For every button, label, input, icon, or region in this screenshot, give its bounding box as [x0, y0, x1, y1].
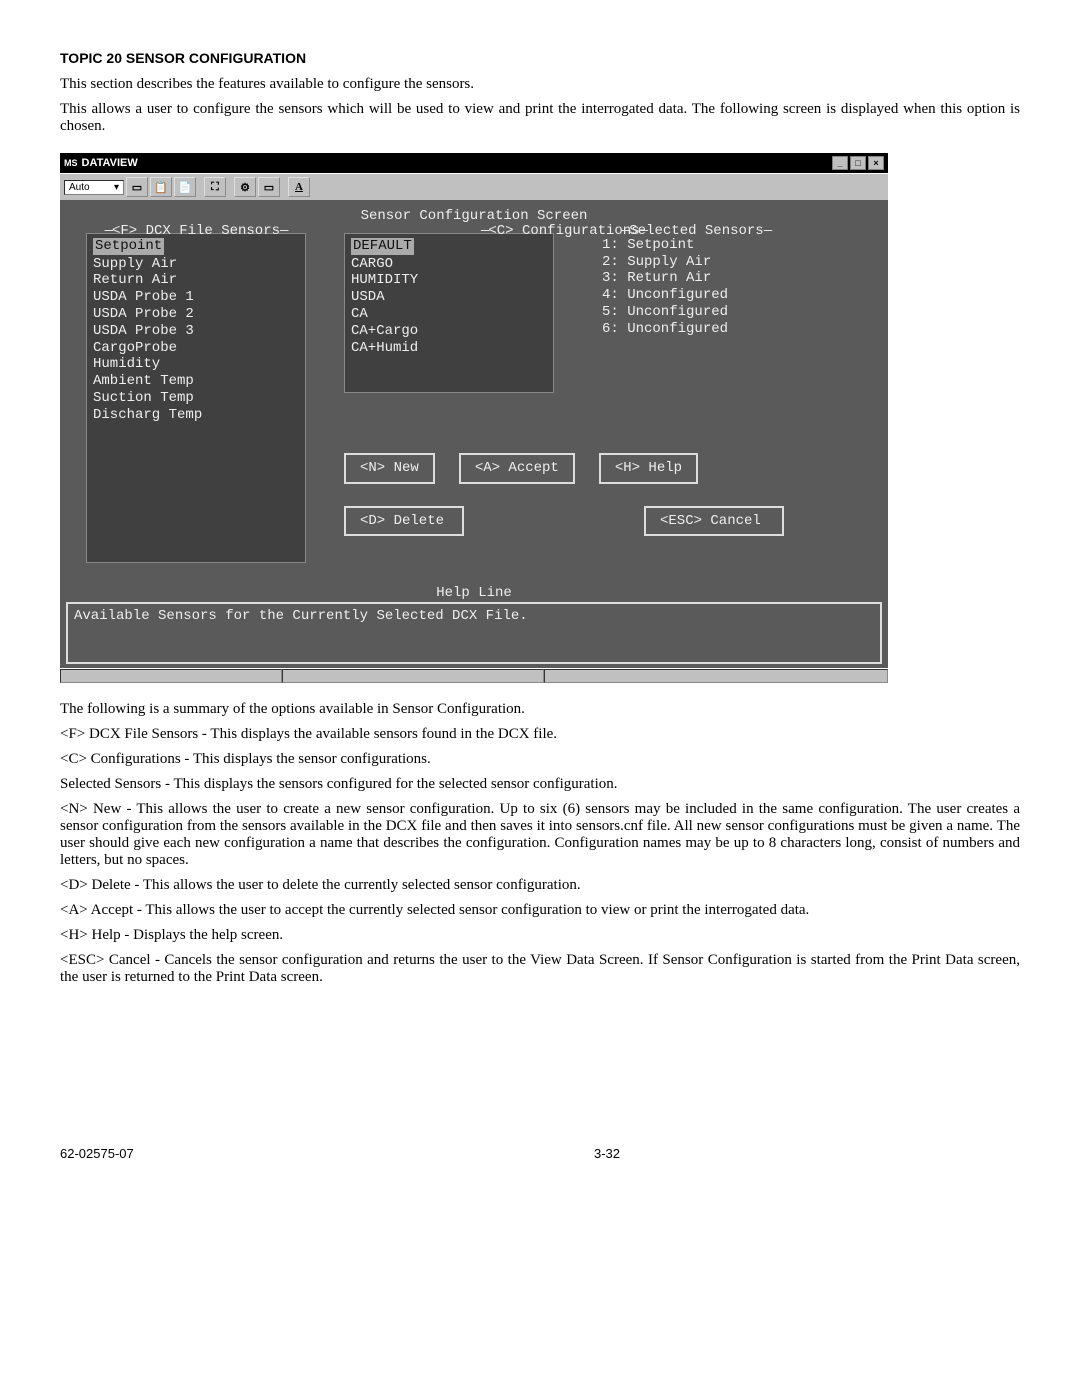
list-item[interactable]: USDA	[351, 289, 547, 306]
maximize-button[interactable]: □	[850, 156, 866, 170]
list-item[interactable]: USDA Probe 3	[93, 323, 299, 340]
page-number: 3-32	[594, 1146, 620, 1161]
list-item: 6: Unconfigured	[602, 321, 791, 338]
configurations-list[interactable]: DEFAULT CARGO HUMIDITY USDA CA CA+Cargo …	[344, 233, 554, 393]
topic-title: TOPIC 20 SENSOR CONFIGURATION	[60, 50, 1020, 66]
list-item[interactable]: Setpoint	[93, 238, 164, 255]
toolbar-btn-1[interactable]: ▭	[126, 177, 148, 197]
toolbar-btn-2[interactable]: 📋	[150, 177, 172, 197]
cancel-button[interactable]: <ESC> Cancel	[644, 506, 784, 537]
intro-paragraph-1: This section describes the features avai…	[60, 76, 1020, 93]
selected-sensors-list: 1: Setpoint 2: Supply Air 3: Return Air …	[594, 233, 799, 363]
list-item[interactable]: CA+Cargo	[351, 323, 547, 340]
page-footer: 62-02575-07 3-32	[60, 1146, 1020, 1161]
desc-a: <A> Accept - This allows the user to acc…	[60, 902, 1020, 919]
list-item: 2: Supply Air	[602, 254, 791, 271]
summary-intro: The following is a summary of the option…	[60, 701, 1020, 718]
help-line-label: Help Line	[66, 585, 882, 602]
file-sensors-list[interactable]: Setpoint Supply Air Return Air USDA Prob…	[86, 233, 306, 563]
list-item[interactable]: HUMIDITY	[351, 272, 547, 289]
app-title: DATAVIEW	[82, 157, 138, 169]
list-item[interactable]: CargoProbe	[93, 340, 299, 357]
desc-esc: <ESC> Cancel - Cancels the sensor config…	[60, 952, 1020, 986]
font-button[interactable]: A	[288, 177, 310, 197]
toolbar: Auto▾ ▭ 📋 📄 ⛶ ⚙ ▭ A	[60, 173, 888, 200]
list-item[interactable]: USDA Probe 1	[93, 289, 299, 306]
toolbar-btn-3[interactable]: 📄	[174, 177, 196, 197]
list-item[interactable]: Return Air	[93, 272, 299, 289]
list-item[interactable]: Supply Air	[93, 256, 299, 273]
toolbar-btn-5[interactable]: ⚙	[234, 177, 256, 197]
help-line-box: Available Sensors for the Currently Sele…	[66, 602, 882, 664]
toolbar-btn-6[interactable]: ▭	[258, 177, 280, 197]
intro-paragraph-2: This allows a user to configure the sens…	[60, 101, 1020, 135]
selected-sensors-label: Selected Sensors	[604, 223, 789, 240]
list-item[interactable]: Ambient Temp	[93, 373, 299, 390]
list-item[interactable]: Suction Temp	[93, 390, 299, 407]
close-button[interactable]: ×	[868, 156, 884, 170]
list-item[interactable]: CARGO	[351, 256, 547, 273]
screenshot-container: MS DATAVIEW _ □ × Auto▾ ▭ 📋 📄 ⛶ ⚙ ▭ A Se…	[60, 153, 888, 683]
doc-number: 62-02575-07	[60, 1146, 134, 1161]
window-titlebar: MS DATAVIEW _ □ ×	[60, 153, 888, 173]
list-item[interactable]: Discharg Temp	[93, 407, 299, 424]
mode-select[interactable]: Auto▾	[64, 180, 124, 195]
list-item: 4: Unconfigured	[602, 287, 791, 304]
help-line-text: Available Sensors for the Currently Sele…	[74, 608, 528, 624]
list-item[interactable]: CA	[351, 306, 547, 323]
desc-c: <C> Configurations - This displays the s…	[60, 751, 1020, 768]
desc-sel: Selected Sensors - This displays the sen…	[60, 776, 1020, 793]
desc-f: <F> DCX File Sensors - This displays the…	[60, 726, 1020, 743]
app-icon: MS	[64, 158, 78, 168]
file-sensors-label: <F> DCX File Sensors	[96, 223, 296, 240]
list-item: 5: Unconfigured	[602, 304, 791, 321]
minimize-button[interactable]: _	[832, 156, 848, 170]
new-button[interactable]: <N> New	[344, 453, 435, 484]
desc-n: <N> New - This allows the user to create…	[60, 801, 1020, 869]
desc-d: <D> Delete - This allows the user to del…	[60, 877, 1020, 894]
list-item[interactable]: DEFAULT	[351, 238, 414, 255]
desc-h: <H> Help - Displays the help screen.	[60, 927, 1020, 944]
list-item[interactable]: CA+Humid	[351, 340, 547, 357]
dos-screen: Sensor Configuration Screen <F> DCX File…	[60, 200, 888, 668]
statusbar	[60, 668, 888, 683]
list-item: 3: Return Air	[602, 270, 791, 287]
help-button[interactable]: <H> Help	[599, 453, 698, 484]
accept-button[interactable]: <A> Accept	[459, 453, 575, 484]
toolbar-btn-4[interactable]: ⛶	[204, 177, 226, 197]
list-item[interactable]: USDA Probe 2	[93, 306, 299, 323]
list-item[interactable]: Humidity	[93, 356, 299, 373]
delete-button[interactable]: <D> Delete	[344, 506, 464, 537]
